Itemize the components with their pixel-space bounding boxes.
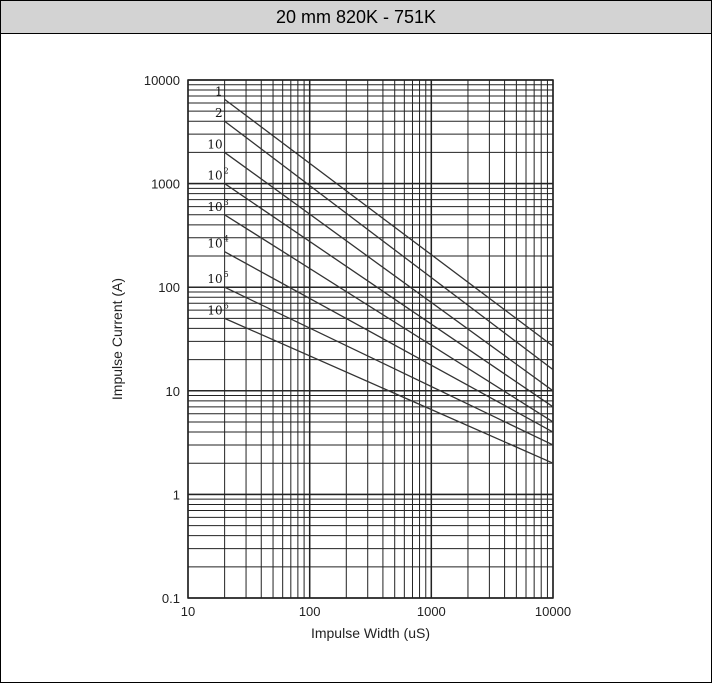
series-label-2: 2 [215,106,223,120]
x-tick-label: 10000 [535,604,571,619]
series-label-exp-7: 5 [224,270,229,279]
tick-labels: 10 100 1000 10000 0.1 1 10 100 1000 10000 [144,73,571,619]
series-line-6 [224,251,554,433]
y-tick-label: 10 [166,384,180,399]
series-line-1 [224,98,554,347]
chart-title: 20 mm 820K - 751K [1,1,711,34]
y-tick-label: 100 [158,280,180,295]
y-tick-label: 0.1 [162,591,180,606]
plot-frame [187,79,554,599]
series-line-5 [224,214,554,423]
series-label-6: 10 [207,237,222,251]
series-label-exp-6: 4 [224,235,229,244]
x-tick-label: 100 [299,604,321,619]
x-axis-label: Impulse Width (uS) [311,625,430,641]
series-label-3: 10 [207,137,222,151]
series-line-3 [224,151,554,392]
series-label-8: 10 [207,303,222,317]
series-label-exp-5: 3 [224,198,229,207]
x-tick-label: 10 [181,604,195,619]
y-tick-label: 10000 [144,73,180,88]
series-line-4 [224,183,554,408]
series-line-2 [224,120,554,371]
series-line-8 [224,317,554,464]
grid [187,79,554,599]
y-tick-label: 1 [173,487,180,502]
series-label-1: 1 [215,84,223,98]
series-label-4: 10 [207,169,222,183]
series-label-exp-4: 2 [224,167,229,176]
y-axis-label: Impulse Current (A) [109,278,125,400]
series-label-exp-8: 6 [224,301,229,310]
series-line-7 [224,286,554,446]
x-tick-label: 1000 [417,604,446,619]
series-label-7: 10 [207,272,222,286]
y-tick-label: 1000 [151,177,180,192]
series-label-5: 10 [207,200,222,214]
